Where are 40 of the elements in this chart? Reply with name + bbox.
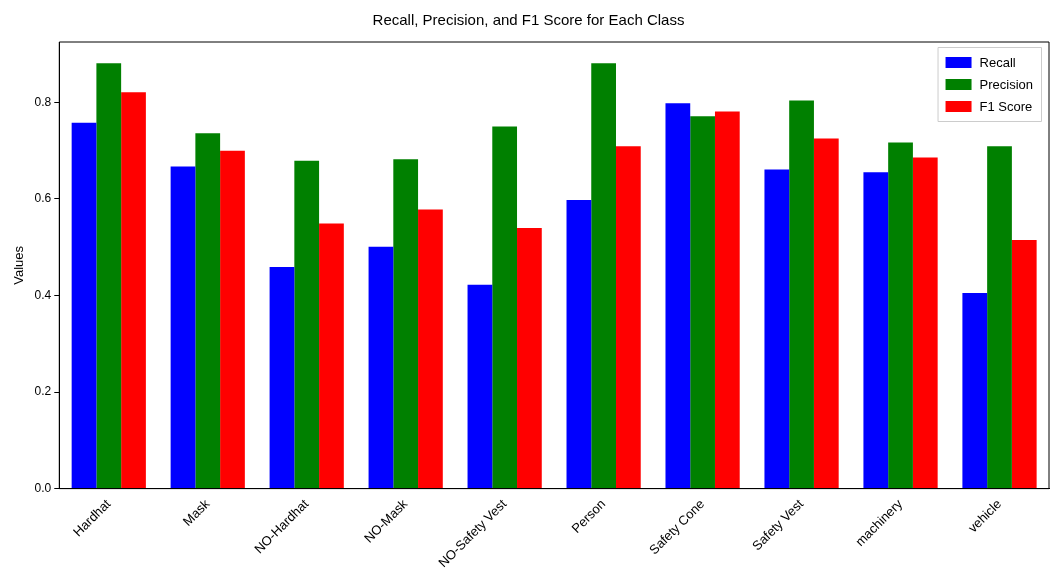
y-tick-label: 0.0 [34, 480, 52, 495]
y-axis-title: Values [11, 245, 27, 285]
bar [764, 169, 790, 489]
bar [393, 159, 419, 489]
bar [813, 138, 839, 489]
bar [170, 166, 196, 489]
bar [987, 146, 1012, 489]
bar [888, 142, 913, 489]
bar [863, 172, 889, 489]
bar [418, 209, 443, 489]
bar [269, 267, 295, 489]
bar [665, 103, 691, 489]
bar [319, 223, 344, 489]
bar [195, 133, 221, 489]
bar [616, 146, 641, 489]
legend-label: F1 Score [979, 98, 1033, 114]
chart-title: Recall, Precision, and F1 Score for Each Class [372, 11, 685, 29]
y-tick-label: 0.2 [34, 384, 52, 399]
legend-label: Precision [979, 76, 1033, 92]
bar [121, 92, 146, 489]
bar [962, 293, 988, 489]
bar [220, 150, 245, 489]
bar [96, 63, 122, 489]
y-tick-label: 0.6 [34, 191, 52, 206]
bar [368, 246, 394, 489]
bar [71, 122, 97, 489]
bar [714, 111, 740, 489]
bar [912, 157, 938, 489]
legend-label: Recall [979, 54, 1016, 70]
y-tick-label: 0.8 [34, 94, 52, 109]
bar [294, 160, 320, 489]
bar [789, 100, 814, 489]
bar [566, 199, 592, 489]
bar [467, 284, 493, 489]
bar [690, 116, 715, 489]
bar [492, 126, 518, 489]
bar [591, 63, 616, 489]
y-tick-label: 0.4 [34, 287, 52, 302]
bar [517, 227, 542, 489]
bar [1011, 239, 1037, 489]
